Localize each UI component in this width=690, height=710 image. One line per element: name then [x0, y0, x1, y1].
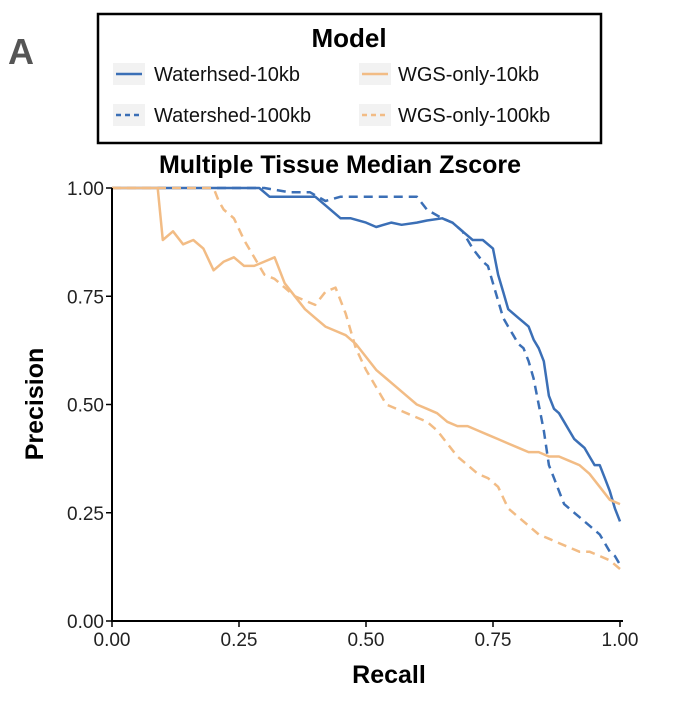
- series-line-wgs-only-100kb: [112, 186, 621, 570]
- legend-title: Model: [311, 23, 386, 53]
- legend-entry-wgs-only-10kb: WGS-only-10kb: [359, 63, 539, 86]
- legend-label: WGS-only-100kb: [398, 105, 550, 127]
- series-line-watershed-100kb: [112, 186, 622, 566]
- tick-layer: 0.00 0.25 0.50 0.75 1.00 0.00 0.25 0.50 0.75 1.00: [67, 179, 638, 651]
- chart-title: Multiple Tissue Median Zscore: [159, 151, 521, 179]
- x-tick-label: 1.00: [602, 630, 639, 651]
- y-tick-label: 0.75: [67, 287, 104, 308]
- panel-label: A: [8, 31, 34, 72]
- x-tick-label: 0.25: [221, 630, 258, 651]
- legend-label: Waterhsed-10kb: [154, 64, 300, 86]
- series-line-waterhsed-10kb: [112, 186, 622, 522]
- x-tick-label: 0.50: [348, 630, 385, 651]
- x-tick-label: 0.00: [94, 630, 131, 651]
- x-axis-label: Recall: [352, 661, 426, 689]
- y-tick-label: 1.00: [67, 179, 104, 200]
- legend-entry-watershed-100kb: Watershed-100kb: [113, 104, 311, 127]
- series-line-wgs-only-10kb: [112, 186, 621, 506]
- legend-label: WGS-only-10kb: [398, 64, 539, 86]
- y-tick-label: 0.00: [67, 612, 104, 633]
- x-tick-label: 0.75: [475, 630, 512, 651]
- legend-box: [96, 12, 603, 145]
- y-tick-label: 0.50: [67, 396, 104, 417]
- legend-label: Watershed-100kb: [154, 105, 311, 127]
- series-layer: [112, 186, 622, 570]
- legend: Model Waterhsed-10kb WGS-only-10kb Water…: [96, 12, 603, 145]
- legend-entry-wgs-only-100kb: WGS-only-100kb: [359, 104, 550, 127]
- y-axis-label: Precision: [21, 348, 49, 461]
- legend-entry-watershed-10kb: Waterhsed-10kb: [113, 63, 300, 86]
- y-tick-label: 0.25: [67, 504, 104, 525]
